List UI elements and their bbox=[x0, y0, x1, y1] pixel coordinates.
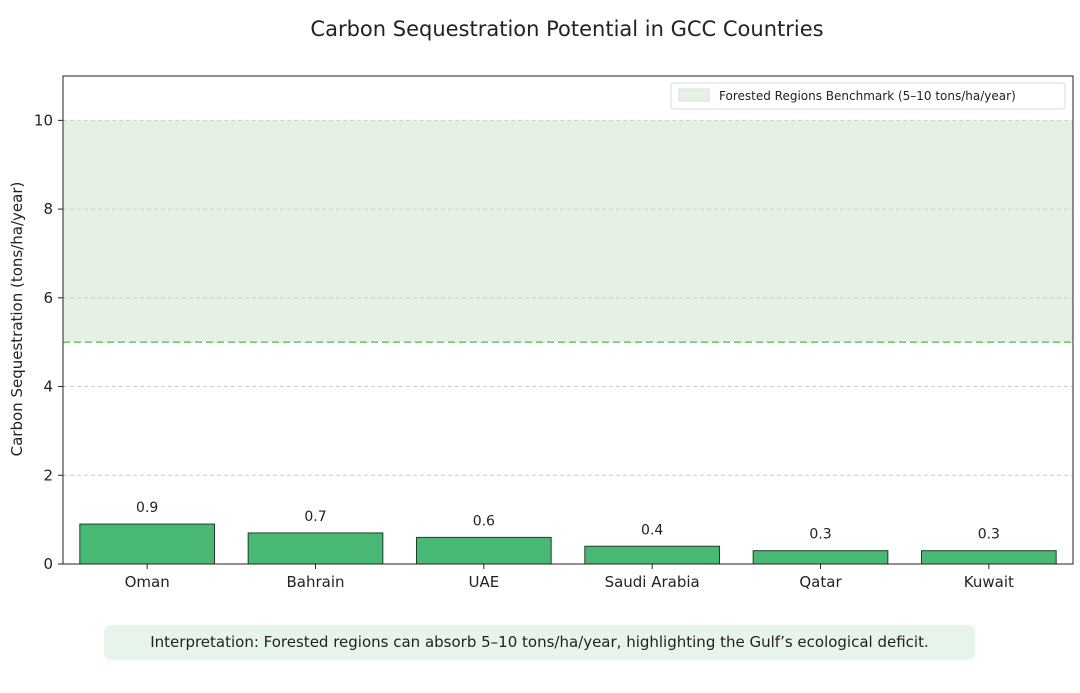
y-tick-label-5: 10 bbox=[34, 111, 53, 129]
bar-4 bbox=[752, 550, 889, 565]
bar-value-label-0: 0.9 bbox=[136, 500, 158, 516]
legend-swatch bbox=[678, 88, 710, 102]
x-tick-label-5: Kuwait bbox=[964, 573, 1014, 591]
y-tick-label-3: 6 bbox=[43, 289, 53, 307]
y-tick-label-2: 4 bbox=[43, 378, 53, 396]
benchmark-band bbox=[63, 120, 1073, 343]
plot-frame bbox=[62, 75, 1074, 565]
bar-value-label-5: 0.3 bbox=[978, 527, 1000, 543]
x-tick-label-1: Bahrain bbox=[286, 573, 344, 591]
bar-0 bbox=[79, 523, 216, 565]
y-tick-label-0: 0 bbox=[43, 555, 53, 573]
legend-entry-benchmark: Forested Regions Benchmark (5–10 tons/ha… bbox=[719, 89, 1016, 103]
x-tick-label-4: Qatar bbox=[799, 573, 842, 591]
legend-box bbox=[670, 82, 1066, 110]
bar-1 bbox=[247, 532, 384, 565]
plot-area: 0.9 Oman 0.7 Bahrain 0.6 UAE 0.4 Saudi Arabia 0.… bbox=[34, 75, 1074, 591]
legend: Forested Regions Benchmark (5–10 tons/ha… bbox=[670, 82, 1066, 110]
y-axis-label: Carbon Sequestration (tons/ha/year) bbox=[8, 182, 26, 457]
bar-value-label-4: 0.3 bbox=[809, 527, 831, 543]
bar-value-label-2: 0.6 bbox=[473, 513, 495, 529]
x-tick-label-2: UAE bbox=[468, 573, 499, 591]
bar-value-label-1: 0.7 bbox=[304, 509, 326, 525]
y-tick-label-4: 8 bbox=[43, 200, 53, 218]
chart-title: Carbon Sequestration Potential in GCC Co… bbox=[310, 17, 823, 41]
bar-5 bbox=[921, 550, 1057, 565]
bar-2 bbox=[416, 536, 552, 565]
x-tick-label-0: Oman bbox=[125, 573, 170, 591]
bar-chart: Carbon Sequestration Potential in GCC Co… bbox=[8, 17, 1074, 591]
bar-value-label-3: 0.4 bbox=[641, 522, 663, 538]
y-tick-label-1: 2 bbox=[43, 466, 53, 484]
x-tick-label-3: Saudi Arabia bbox=[605, 573, 700, 591]
bar-3 bbox=[584, 545, 720, 565]
interpretation-note: Interpretation: Forested regions can abs… bbox=[104, 625, 975, 660]
